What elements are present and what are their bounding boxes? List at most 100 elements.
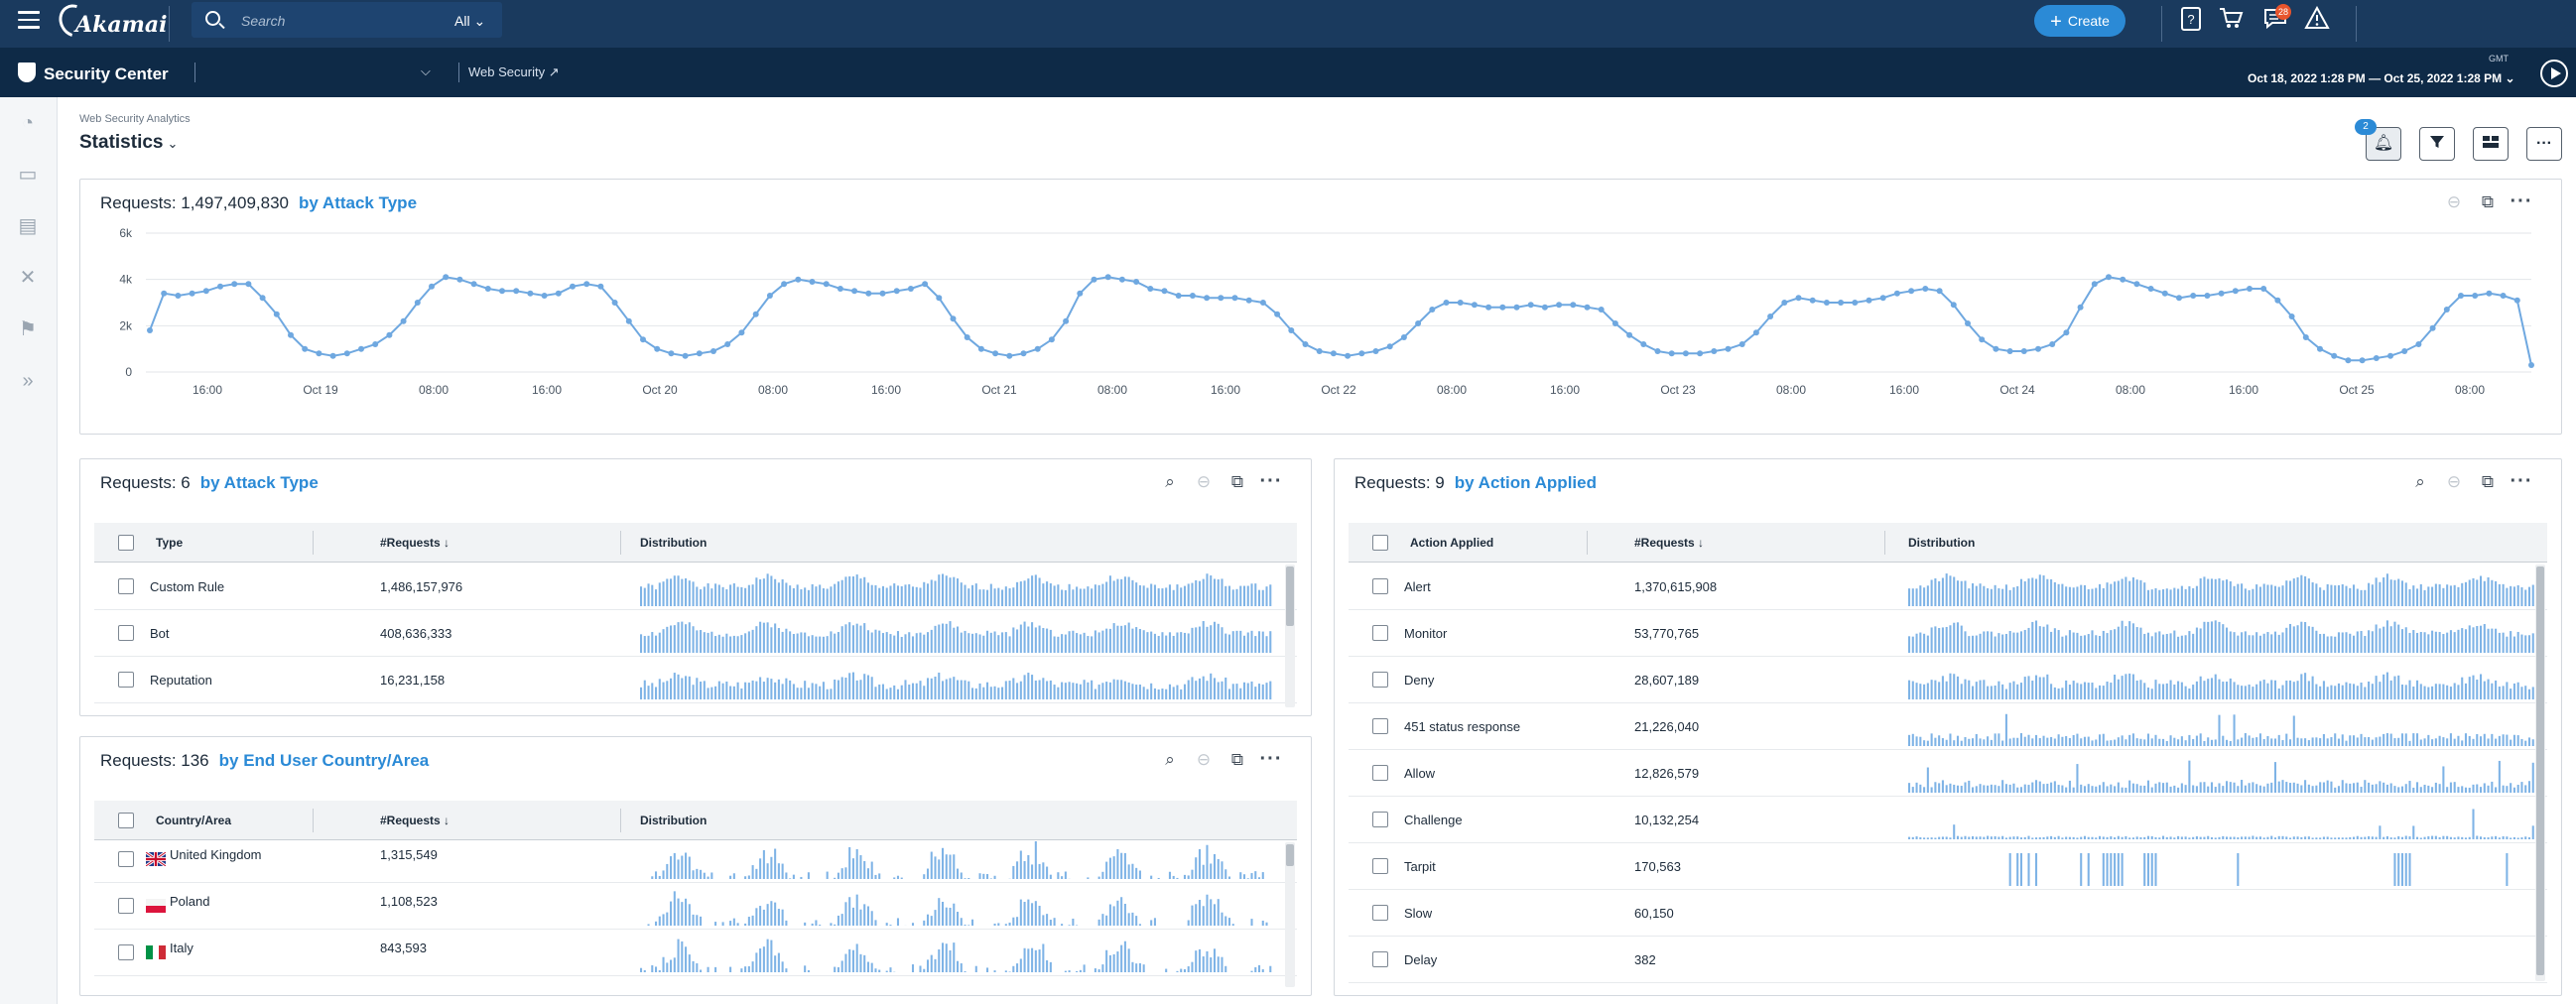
column-requests[interactable]: #Requests ↓ (1634, 536, 1704, 550)
copy-icon[interactable]: ⧉ (2481, 472, 2495, 491)
table-row[interactable]: Monitor 53,770,765 (1349, 610, 2547, 657)
copy-icon[interactable]: ⧉ (1230, 472, 1244, 491)
column-requests[interactable]: #Requests ↓ (380, 536, 450, 550)
column-country[interactable]: Country/Area (156, 814, 232, 827)
flag-icon[interactable]: ⚑ (19, 318, 37, 340)
table-row[interactable]: Alert 1,370,615,908 (1349, 564, 2547, 610)
filter-button[interactable] (2419, 127, 2455, 161)
akamai-logo[interactable]: Akamai (53, 0, 167, 44)
search-icon[interactable]: ⌕ (2415, 472, 2425, 491)
zoom-out-icon[interactable]: ⊖ (1196, 750, 1212, 769)
more-options-button[interactable]: ··· (2526, 127, 2562, 161)
row-checkbox[interactable] (1372, 858, 1388, 874)
scrollbar[interactable] (1285, 565, 1295, 707)
sparkline-bar (2131, 837, 2134, 839)
zoom-out-icon[interactable]: ⊖ (2446, 472, 2462, 491)
more-icon[interactable]: ··· (1259, 470, 1283, 492)
column-type[interactable]: Type (156, 536, 184, 550)
more-icon[interactable]: ··· (2510, 190, 2533, 212)
sparkline-bar (2162, 634, 2165, 653)
table-row[interactable]: 451 status response 21,226,040 (1349, 703, 2547, 750)
copy-icon[interactable]: ⧉ (1230, 750, 1244, 769)
search-icon[interactable]: ⌕ (1165, 472, 1175, 491)
more-icon[interactable]: ··· (1259, 748, 1283, 770)
row-checkbox[interactable] (1372, 672, 1388, 688)
row-checkbox[interactable] (118, 625, 134, 641)
expand-icon[interactable]: » (22, 370, 34, 392)
copy-icon[interactable]: ⧉ (2481, 192, 2495, 211)
select-all-checkbox[interactable] (118, 535, 134, 551)
select-all-checkbox[interactable] (118, 813, 134, 828)
sparkline-bar (1076, 970, 1079, 972)
global-search[interactable]: Search All ⌄ (192, 2, 502, 38)
sparkline-bar (2416, 836, 2419, 839)
row-checkbox[interactable] (118, 898, 134, 914)
column-requests[interactable]: #Requests ↓ (380, 814, 450, 827)
row-checkbox[interactable] (118, 578, 134, 594)
row-checkbox[interactable] (1372, 625, 1388, 641)
data-point (738, 329, 745, 336)
zoom-out-icon[interactable]: ⊖ (2446, 192, 2462, 211)
sparkline-bar (911, 923, 915, 926)
play-icon[interactable] (2540, 60, 2568, 87)
table-row[interactable]: Poland 1,108,523 (94, 883, 1297, 930)
row-checkbox[interactable] (1372, 578, 1388, 594)
group-by-dropdown[interactable]: by End User Country/Area (218, 751, 430, 770)
layout-button[interactable] (2473, 127, 2509, 161)
table-row[interactable]: Bot 408,636,333 (94, 610, 1297, 657)
table-row[interactable]: United Kingdom 1,315,549 (94, 836, 1297, 883)
row-checkbox[interactable] (1372, 905, 1388, 921)
app-title[interactable]: Security Center (18, 63, 169, 84)
cart-icon[interactable] (2216, 6, 2246, 36)
sparkline-bar (2266, 683, 2269, 699)
search-input[interactable]: Search (241, 13, 286, 29)
dashboard-icon[interactable]: ◔ (21, 112, 35, 134)
sparkline-bar (2531, 687, 2534, 699)
sparkline-bar (2453, 782, 2456, 793)
alert-icon[interactable] (2302, 5, 2332, 36)
more-icon[interactable]: ··· (2510, 470, 2533, 492)
table-row[interactable]: Allow 12,826,579 (1349, 750, 2547, 797)
scrollbar[interactable] (2535, 565, 2545, 981)
table-row[interactable]: Slow 60,150 (1349, 890, 2547, 937)
row-checkbox[interactable] (1372, 951, 1388, 967)
group-by-dropdown[interactable]: by Action Applied (1454, 473, 1597, 492)
scrollbar[interactable] (1285, 842, 1295, 987)
row-checkbox[interactable] (1372, 765, 1388, 781)
date-range-picker[interactable]: Oct 18, 2022 1:28 PM — Oct 25, 2022 1:28… (2248, 71, 2515, 85)
help-icon[interactable]: ? (2176, 6, 2206, 36)
table-row[interactable]: Custom Rule 1,486,157,976 (94, 564, 1297, 610)
report-icon[interactable]: ▤ (18, 215, 38, 237)
row-checkbox[interactable] (118, 851, 134, 867)
create-button[interactable]: + Create (2034, 5, 2125, 37)
group-by-dropdown[interactable]: by Attack Type (298, 193, 418, 212)
table-row[interactable]: Challenge 10,132,254 (1349, 797, 2547, 843)
table-row[interactable]: Deny 28,607,189 (1349, 657, 2547, 703)
sparkline-bar (1180, 968, 1183, 972)
row-checkbox[interactable] (1372, 718, 1388, 734)
search-icon[interactable]: ⌕ (1165, 750, 1175, 769)
web-security-link[interactable]: Web Security ↗ (468, 64, 560, 80)
table-row[interactable]: Italy 843,593 (94, 930, 1297, 976)
tools-icon[interactable]: ✕ (19, 267, 37, 289)
group-by-dropdown[interactable]: by Attack Type (199, 473, 319, 492)
context-selector[interactable]: ⌵ (421, 63, 431, 79)
row-checkbox[interactable] (118, 944, 134, 960)
sparkline-bar (2177, 787, 2180, 793)
row-checkbox[interactable] (118, 672, 134, 688)
table-row[interactable]: Tarpit 170,563 (1349, 843, 2547, 890)
table-row[interactable]: Reputation 16,231,158 (94, 657, 1297, 703)
breadcrumb[interactable]: Web Security Analytics (79, 113, 191, 125)
page-title[interactable]: Statistics ⌄ (79, 132, 178, 154)
search-scope-dropdown[interactable]: All ⌄ (454, 13, 485, 30)
x-tick-label: 16:00 (532, 383, 562, 397)
select-all-checkbox[interactable] (1372, 535, 1388, 551)
table-row[interactable]: Delay 382 (1349, 937, 2547, 983)
row-checkbox[interactable] (1372, 812, 1388, 827)
data-point (950, 315, 957, 322)
column-action[interactable]: Action Applied (1410, 536, 1494, 550)
menu-icon[interactable] (18, 11, 40, 29)
monitor-icon[interactable]: ▭ (18, 164, 38, 186)
zoom-out-icon[interactable]: ⊖ (1196, 472, 1212, 491)
